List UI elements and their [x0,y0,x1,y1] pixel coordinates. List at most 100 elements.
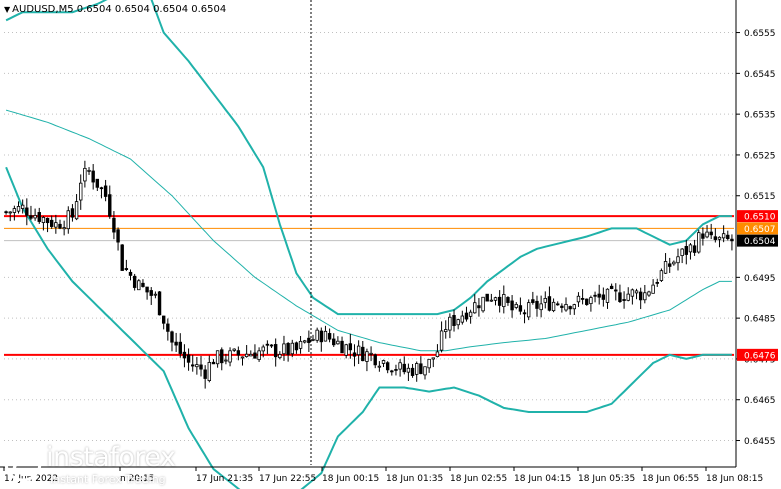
candle [153,291,158,299]
candle [464,306,469,322]
candle [265,340,270,355]
candle [414,361,419,382]
candle [4,210,8,215]
candle [493,296,498,306]
candle [651,279,655,294]
candle-body [137,280,141,291]
candle-body [431,357,435,360]
candle [456,318,460,330]
candle [12,205,17,221]
candle-body [33,215,37,219]
current-price-label: 0.6504 [744,237,776,247]
candle [244,345,249,358]
candle-body [406,367,411,373]
candle [103,179,108,202]
price-tick-label: 0.6495 [744,274,776,284]
candle [273,338,278,367]
candle [166,318,170,341]
candle [643,284,647,304]
candle [448,313,452,339]
candle [597,284,601,305]
candle-body [29,215,33,219]
candle [282,335,286,361]
candle [25,198,29,226]
price-tick-label: 0.6555 [744,29,776,39]
candle-body [394,369,398,371]
candle [580,289,585,305]
candle [518,297,523,315]
candle [427,358,431,373]
candle [16,201,21,214]
candle-body [336,340,340,345]
candle [191,354,195,372]
candle [576,292,581,307]
level-label: 0.6510 [744,213,776,223]
candle-body [199,364,203,370]
candle [626,287,630,302]
candle [717,236,722,248]
candle [697,229,701,254]
candle-body [116,229,120,243]
candle-body [45,217,50,224]
candle [684,239,689,265]
candle [692,239,697,256]
candle-body [638,291,643,301]
candle-body [643,292,647,301]
candle-body [410,367,415,376]
candle [423,366,427,380]
candle [220,347,224,371]
candle [435,344,440,358]
candle [182,344,187,368]
candle-body [556,303,560,306]
bollinger-middle-line [5,109,732,352]
candle-body [186,354,191,363]
candle-body [141,282,145,287]
candle-body [8,211,12,214]
candle [224,353,228,365]
candle [99,186,104,199]
candle-body [103,185,108,197]
candle [45,217,50,233]
candle [452,309,456,332]
candle-body [721,233,726,239]
candle [278,351,282,360]
candle [659,268,664,283]
candle [489,293,494,302]
candle-body [668,263,672,267]
candle [112,211,116,240]
candle-body [95,178,100,188]
price-tick-label: 0.6535 [744,111,776,121]
candle [174,332,178,352]
candle-body [726,234,730,240]
candle-body [481,296,485,312]
candle [439,321,444,353]
candle-body [294,342,299,351]
candle-body [385,362,390,371]
candle [365,348,369,372]
candle-body [37,212,41,222]
candle [207,355,212,383]
time-tick-label: 18 Jun 08:15 [706,474,763,484]
candle-body [224,359,228,362]
candle-body [423,366,427,376]
collapse-triangle-icon[interactable]: ▼ [4,5,11,14]
candle-body [236,350,241,356]
candle-body [253,352,257,359]
candle [547,286,552,312]
candle-body [531,299,535,303]
candle-body [551,301,556,312]
candle [124,259,129,272]
time-tick-label: 17 Jun 21:35 [196,474,253,484]
candle [66,206,70,234]
candle [149,287,153,305]
candle [87,167,91,175]
candle-body [626,293,630,301]
candle [79,174,83,210]
candle-body [182,351,187,359]
candle-body [539,303,543,311]
candle [402,356,406,375]
time-tick-label: n 20:15 [120,474,155,484]
candle [385,361,390,374]
candle [132,273,137,291]
